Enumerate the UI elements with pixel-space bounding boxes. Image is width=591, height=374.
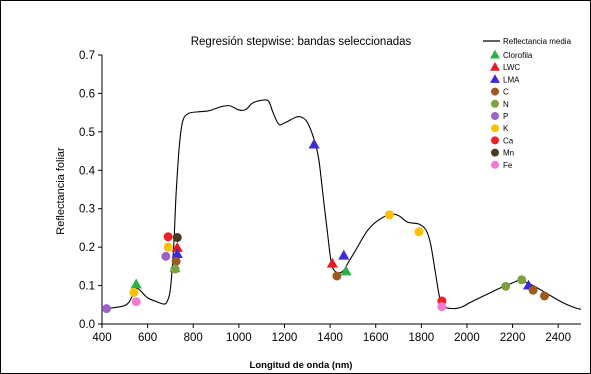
legend-swatch-c	[491, 87, 499, 96]
data-point-mn	[172, 233, 182, 243]
legend-label: Reflectancia media	[503, 37, 572, 46]
data-point-clorofila	[340, 265, 352, 276]
data-point-c	[528, 285, 538, 295]
data-point-c	[332, 271, 342, 281]
data-point-n	[517, 275, 527, 285]
legend-swatch-n	[491, 99, 499, 108]
data-point-n	[170, 264, 180, 274]
y-tick-label: 0.4	[79, 165, 96, 177]
data-point-k	[414, 227, 424, 237]
data-point-lma	[308, 138, 320, 149]
data-point-lma	[338, 249, 350, 260]
x-tick-label: 1400	[317, 332, 343, 344]
axes	[101, 55, 581, 325]
x-tick-label: 600	[138, 332, 157, 344]
markers	[102, 138, 550, 314]
x-tick-label: 1800	[409, 332, 435, 344]
legend-swatch-k	[491, 124, 499, 133]
data-point-k	[129, 287, 139, 297]
legend-label: Fe	[503, 161, 513, 170]
legend-swatch-ca	[491, 136, 499, 145]
data-point-fe	[131, 297, 141, 307]
legend-label: Mn	[503, 149, 514, 158]
legend-label: LMA	[503, 75, 520, 84]
data-point-k	[163, 242, 173, 252]
legend-swatch-mn	[491, 148, 499, 157]
data-point-c	[540, 291, 550, 301]
data-point-fe	[437, 302, 447, 312]
series	[101, 99, 582, 310]
legend-swatch-fe	[491, 160, 499, 169]
y-tick-label: 0.1	[79, 281, 95, 293]
chart-title: Regresión stepwise: bandas seleccionadas	[191, 36, 412, 48]
legend-label: LWC	[503, 63, 520, 72]
legend-swatch-lma	[490, 74, 500, 83]
legend-swatch-p	[491, 112, 499, 120]
y-tick-label: 0.2	[79, 242, 95, 254]
y-tick-label: 0.6	[79, 88, 95, 100]
y-tick-label: 0.7	[79, 50, 95, 62]
data-point-lma	[171, 248, 183, 259]
x-tick-label: 2400	[545, 332, 571, 344]
legend-label: Ca	[503, 136, 514, 145]
x-tick-label: 400	[92, 332, 111, 344]
x-tick-label: 800	[184, 332, 203, 344]
data-point-n	[501, 281, 511, 291]
ticks: 400 600 800 1000 1200 1400 1600 1800 2000 2200 240…	[79, 50, 571, 344]
data-point-lwc	[171, 242, 183, 252]
x-tick-label: 2200	[500, 332, 526, 344]
data-point-p	[102, 304, 112, 314]
series-line-reflectancia-media	[101, 99, 582, 310]
data-point-c	[171, 256, 181, 266]
y-tick-label: 0.0	[79, 319, 95, 331]
legend-label: P	[503, 112, 508, 121]
y-axis-title: Reflectancia foliar	[55, 147, 67, 235]
x-tick-label: 1000	[226, 332, 252, 344]
x-tick-label: 1200	[272, 332, 298, 344]
data-point-k	[384, 210, 394, 220]
x-tick-label: 1600	[363, 332, 389, 344]
legend-label: N	[503, 100, 509, 109]
y-tick-label: 0.5	[79, 127, 95, 139]
legend-label: C	[503, 88, 509, 97]
legend-label: K	[503, 124, 509, 133]
legend-swatch-lwc	[490, 61, 500, 71]
data-point-ca	[163, 232, 173, 242]
x-tick-label: 2000	[454, 332, 480, 344]
x-axis-title: Longitud de onda (nm)	[250, 360, 353, 371]
legend-label: Clorofila	[503, 51, 533, 60]
data-point-p	[161, 251, 171, 261]
data-point-lwc	[326, 257, 338, 268]
data-point-clorofila	[130, 278, 142, 289]
y-tick-label: 0.3	[79, 204, 95, 216]
legend-swatch-clorofila	[490, 49, 500, 59]
